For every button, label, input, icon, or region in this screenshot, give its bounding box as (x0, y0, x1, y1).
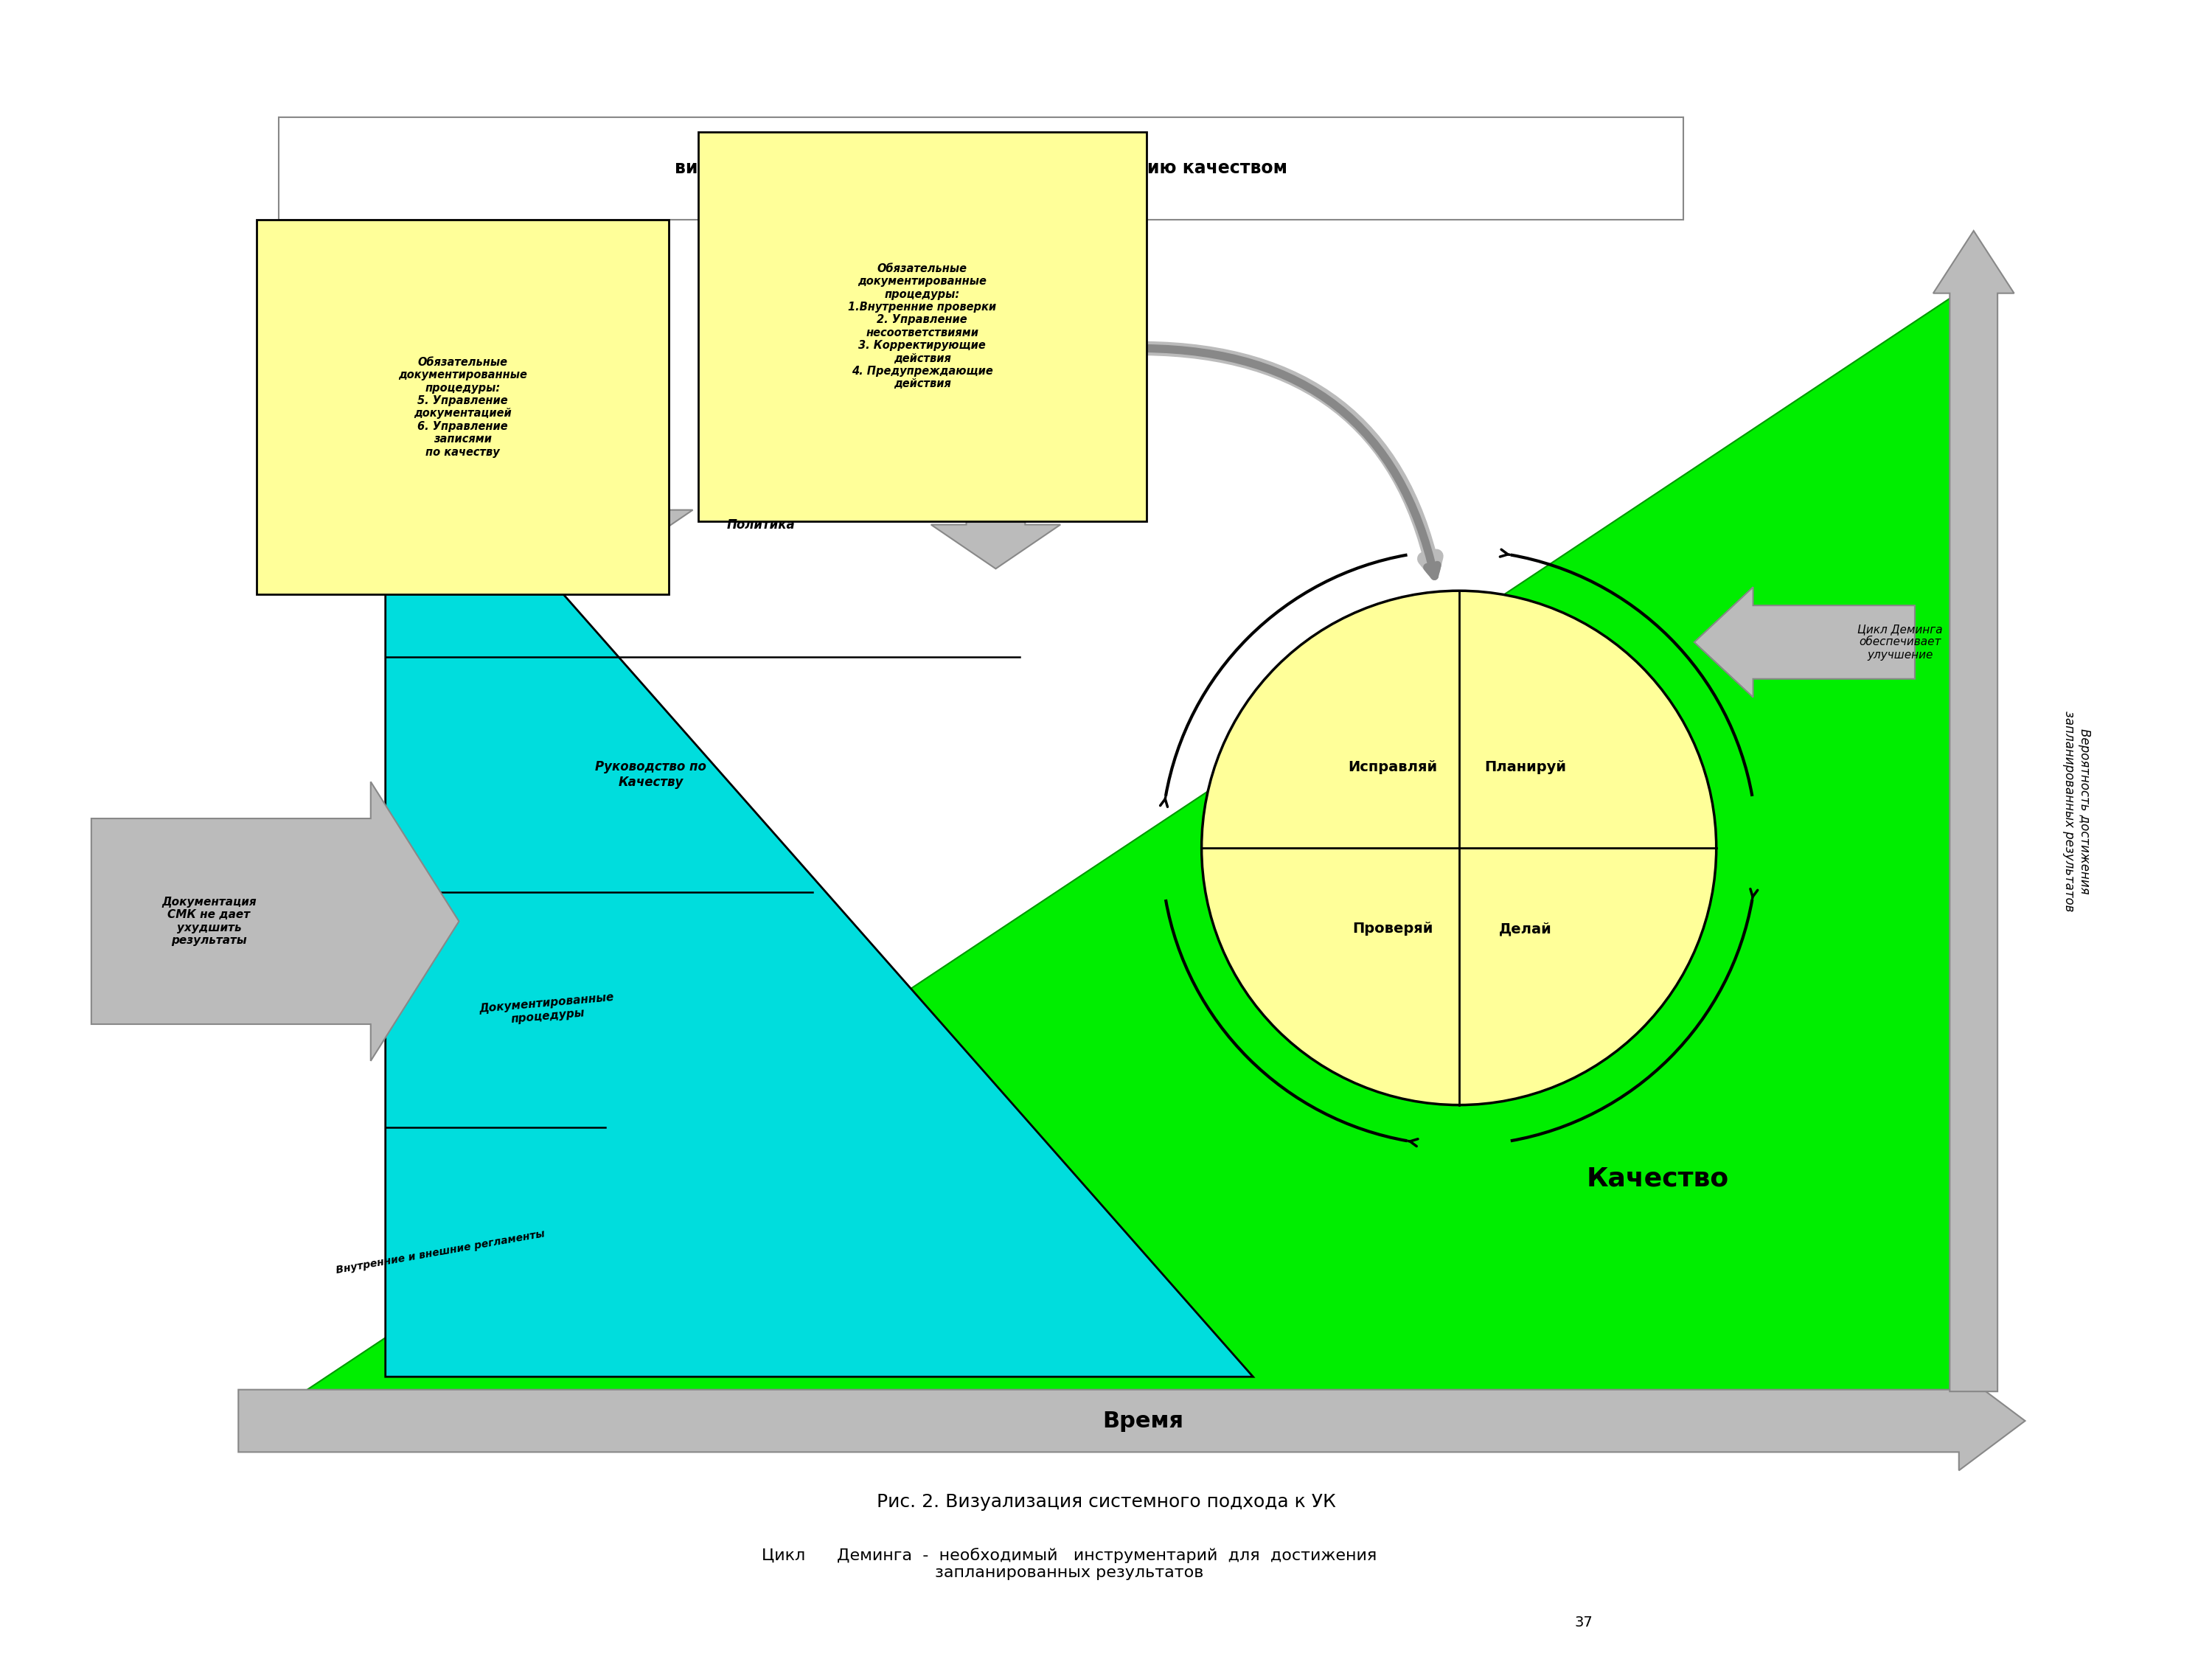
Text: Внутренние и внешние регламенты: Внутренние и внешние регламенты (336, 1228, 546, 1276)
FancyBboxPatch shape (279, 116, 1683, 219)
Text: Обязательные
документированные
процедуры:
5. Управление
документацией
6. Управле: Обязательные документированные процедуры… (398, 357, 526, 458)
Polygon shape (385, 393, 1252, 1377)
Text: Время: Время (1102, 1410, 1183, 1432)
Text: Документированные
процедуры: Документированные процедуры (478, 992, 615, 1027)
Text: Делай: Делай (1500, 922, 1551, 936)
FancyArrow shape (1694, 587, 1916, 697)
Text: 37: 37 (1575, 1616, 1593, 1629)
FancyBboxPatch shape (257, 219, 668, 594)
Text: Планируй: Планируй (1484, 760, 1566, 775)
Text: Качество: Качество (1586, 1166, 1728, 1191)
Text: Обязательные
документированные
процедуры:
1.Внутренние проверки
2. Управление
не: Обязательные документированные процедуры… (847, 264, 995, 390)
FancyBboxPatch shape (699, 131, 1146, 521)
Text: Вероятность достижения
запланированных результатов: Вероятность достижения запланированных р… (2062, 710, 2090, 911)
Polygon shape (261, 297, 1951, 1420)
Text: Документация
СМК не дает
ухудшить
результаты: Документация СМК не дает ухудшить резуль… (161, 896, 257, 946)
Circle shape (1201, 591, 1717, 1105)
FancyArrow shape (564, 393, 692, 554)
Text: Рис. 2. Визуализация системного подхода к УК: Рис. 2. Визуализация системного подхода … (876, 1493, 1336, 1510)
Text: Руководство по
Качеству: Руководство по Качеству (595, 760, 706, 788)
Text: Проверяй: Проверяй (1352, 922, 1433, 936)
FancyArrow shape (91, 781, 458, 1060)
Text: Цикл      Деминга  -  необходимый   инструментарий  для  достижения
запланирован: Цикл Деминга - необходимый инструментари… (761, 1548, 1376, 1581)
Text: визуализация системного подхода к управлению качеством: визуализация системного подхода к управл… (675, 159, 1287, 178)
FancyArrow shape (239, 1372, 2026, 1470)
Text: Исправляй: Исправляй (1347, 760, 1438, 775)
Text: Цикл Деминга
обеспечивает
улучшение: Цикл Деминга обеспечивает улучшение (1858, 624, 1942, 660)
FancyArrow shape (1933, 231, 2015, 1392)
FancyArrow shape (931, 406, 1060, 569)
Text: Политика: Политика (728, 518, 794, 531)
